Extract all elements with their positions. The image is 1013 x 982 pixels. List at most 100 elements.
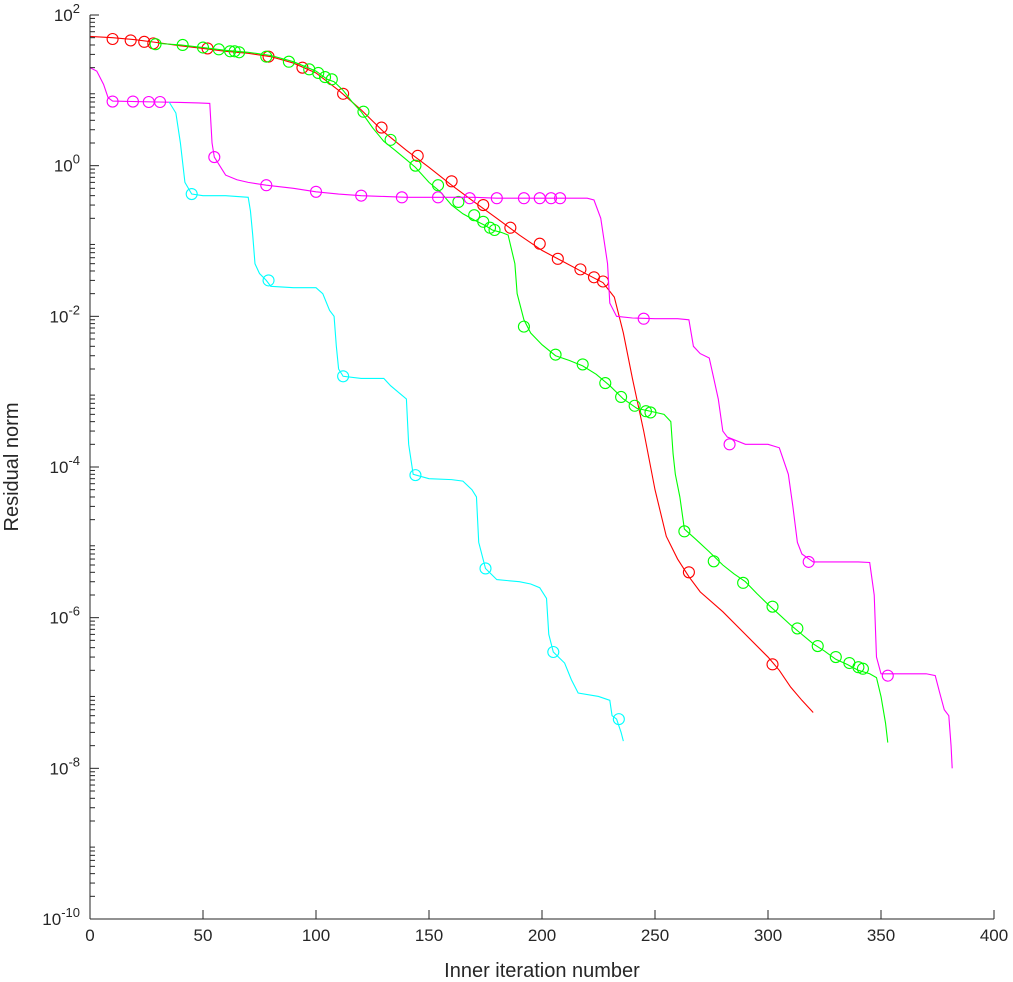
series-2-marker (517, 192, 530, 205)
series-3-marker (612, 713, 625, 726)
series-0-marker (106, 32, 119, 46)
series-1-marker (409, 159, 422, 172)
series-0-marker (124, 34, 137, 47)
y-tick-label: 100 (54, 152, 80, 176)
series-2-marker (802, 555, 815, 568)
series-2-marker (208, 151, 221, 164)
series-0-marker (533, 237, 546, 250)
series-1-marker (791, 622, 804, 635)
series-0-marker (504, 221, 517, 234)
y-axis-label: Residual norm (1, 403, 23, 532)
series-1-marker (282, 55, 295, 68)
series-2-marker (490, 192, 503, 205)
series-1-marker (576, 358, 589, 371)
series-1-marker (644, 406, 657, 419)
series-1-marker (639, 405, 653, 418)
series-2-marker (723, 438, 736, 451)
series-0 (90, 32, 814, 713)
series-1-marker (149, 38, 162, 51)
series-1-marker (678, 525, 691, 538)
x-tick-label: 0 (85, 926, 94, 945)
series-1-marker (384, 133, 397, 146)
series-1-marker (196, 41, 210, 54)
series-0-marker (477, 199, 490, 212)
series-1-marker (829, 651, 842, 664)
series-2-marker (106, 95, 119, 108)
series-2-marker (881, 669, 894, 682)
ticks: 0 50 100 150 200 250 300 350 400 10-10 10-8 10-6 10-… (42, 1, 1008, 945)
series-2-marker (637, 312, 650, 325)
series-1-marker (737, 576, 750, 589)
series-2-marker (355, 189, 368, 202)
series-2-marker (544, 192, 558, 205)
x-tick-label: 250 (641, 926, 669, 945)
x-axis-label: Inner iteration number (444, 960, 640, 982)
x-tick-label: 150 (415, 926, 443, 945)
series-1-marker (628, 399, 641, 412)
series-3 (168, 101, 625, 742)
series-0-marker (375, 121, 388, 134)
series-1-marker (766, 600, 779, 613)
series-2-line (90, 67, 953, 769)
series-0-marker (138, 35, 151, 48)
series-1-marker (318, 71, 332, 84)
series-1-marker (260, 50, 273, 63)
series-1-marker (228, 45, 241, 58)
series-1-marker (233, 46, 246, 59)
series-0-marker (574, 263, 587, 276)
series-3-marker (479, 562, 492, 575)
series-1-marker (357, 105, 370, 118)
series-2-marker (395, 191, 408, 204)
series-1-marker (452, 195, 465, 208)
series-1-marker (615, 390, 628, 404)
x-tick-label: 300 (754, 926, 782, 945)
series-1-marker (431, 179, 445, 192)
y-tick-label: 10-10 (42, 905, 80, 929)
series-3-marker (547, 645, 560, 659)
series-2-marker (554, 192, 567, 205)
x-tick-label: 50 (194, 926, 213, 945)
series-1-marker (312, 66, 325, 80)
series-3-line (168, 101, 624, 742)
y-tick-label: 102 (54, 1, 80, 25)
series-3-marker (262, 274, 275, 287)
x-tick-label: 400 (980, 926, 1008, 945)
series-1-marker (707, 555, 720, 568)
series-0-marker (337, 87, 350, 100)
series-0-marker (682, 566, 695, 579)
y-tick-label: 10-6 (50, 604, 80, 628)
series-2 (90, 67, 953, 769)
plot-area (90, 32, 953, 769)
series-0-marker (411, 149, 424, 162)
series-3-marker (337, 370, 350, 383)
series-1-marker (176, 38, 189, 52)
series-1-marker (549, 348, 562, 361)
x-tick-label: 100 (302, 926, 330, 945)
series-3-marker (185, 188, 198, 201)
series-1-marker (488, 223, 501, 237)
series-1-marker (224, 45, 237, 58)
series-1 (149, 38, 889, 743)
x-tick-label: 200 (528, 926, 556, 945)
y-tick-label: 10-4 (50, 453, 80, 477)
series-1-marker (468, 209, 481, 222)
series-1-marker (599, 377, 612, 390)
y-tick-label: 10-2 (50, 302, 80, 326)
series-1-marker (517, 320, 530, 333)
series-2-marker (126, 95, 139, 108)
series-1-marker (811, 639, 824, 653)
series-2-marker (154, 95, 167, 109)
y-tick-label: 10-8 (50, 754, 80, 778)
series-2-marker (463, 192, 476, 205)
series-0-marker (445, 175, 458, 188)
series-1-marker (856, 662, 869, 675)
series-2-marker (260, 179, 273, 192)
x-tick-label: 350 (867, 926, 895, 945)
series-0-marker (551, 252, 564, 265)
series-1-marker (325, 73, 338, 86)
series-2-marker (431, 191, 445, 204)
series-3-marker (409, 469, 422, 482)
series-2-marker (309, 185, 323, 198)
